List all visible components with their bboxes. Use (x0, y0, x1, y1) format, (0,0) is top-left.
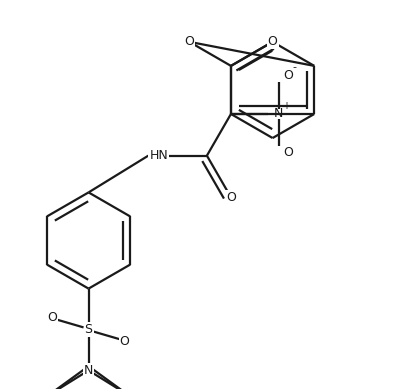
Text: N: N (274, 107, 283, 121)
Text: O: O (48, 311, 57, 324)
Text: +: + (282, 101, 290, 110)
Text: O: O (284, 145, 293, 159)
Text: HN: HN (150, 149, 168, 162)
Text: O: O (120, 335, 130, 348)
Text: N: N (84, 364, 93, 377)
Text: -: - (292, 63, 296, 72)
Text: S: S (85, 323, 93, 336)
Text: O: O (184, 35, 194, 48)
Text: O: O (268, 35, 278, 48)
Text: O: O (284, 69, 293, 82)
Text: O: O (226, 191, 236, 204)
